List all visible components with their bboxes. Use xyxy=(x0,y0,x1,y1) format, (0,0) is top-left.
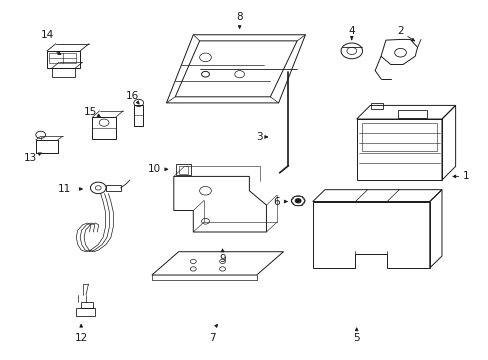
Text: 14: 14 xyxy=(41,30,54,40)
Bar xyxy=(49,53,76,63)
Text: 1: 1 xyxy=(462,171,468,181)
Bar xyxy=(92,117,116,139)
Text: 11: 11 xyxy=(58,184,71,194)
Text: 2: 2 xyxy=(396,26,403,36)
Bar xyxy=(356,119,441,180)
Bar xyxy=(36,140,58,153)
Text: 3: 3 xyxy=(255,132,262,142)
Text: 5: 5 xyxy=(353,333,359,343)
Bar xyxy=(361,123,436,151)
Text: 15: 15 xyxy=(84,107,97,117)
Text: 9: 9 xyxy=(219,254,225,264)
Bar xyxy=(178,166,188,174)
Bar xyxy=(370,103,383,109)
Text: 4: 4 xyxy=(348,26,354,36)
Bar xyxy=(106,185,121,191)
Bar xyxy=(81,302,93,309)
Text: 7: 7 xyxy=(209,333,216,343)
Circle shape xyxy=(295,199,301,203)
Text: 10: 10 xyxy=(147,164,161,174)
Bar xyxy=(47,51,80,68)
Bar xyxy=(76,309,95,316)
Bar xyxy=(134,105,143,126)
Bar xyxy=(176,164,190,175)
Text: 12: 12 xyxy=(74,333,87,343)
Bar xyxy=(52,68,75,77)
Text: 8: 8 xyxy=(236,12,243,22)
Bar xyxy=(397,110,427,118)
Text: 6: 6 xyxy=(272,197,279,207)
Text: 16: 16 xyxy=(125,91,139,101)
Text: 13: 13 xyxy=(23,153,37,163)
